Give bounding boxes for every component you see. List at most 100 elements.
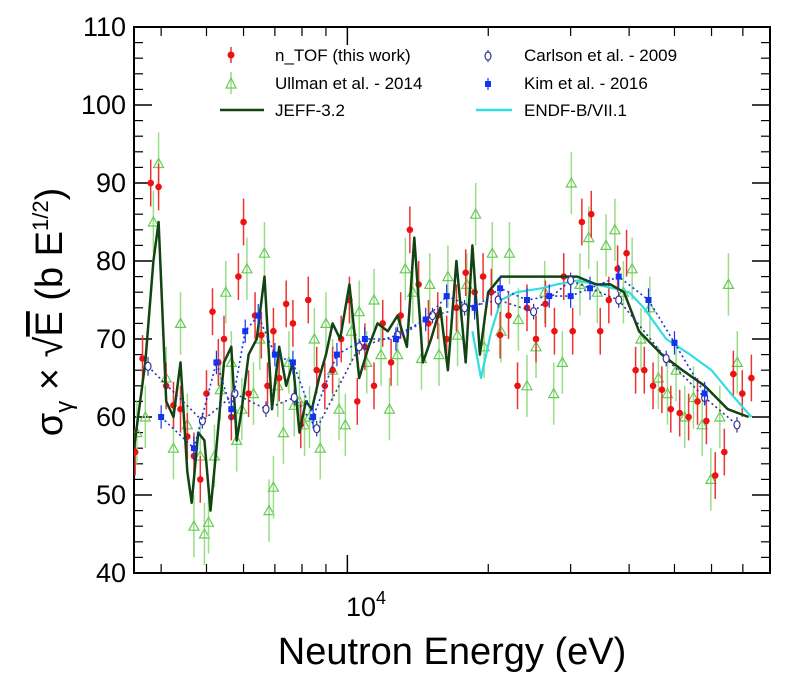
y-tick-label: 80	[96, 246, 126, 276]
ntof-point	[258, 331, 265, 339]
ullman-point	[174, 317, 187, 328]
ullman-point	[512, 313, 525, 325]
legend-kim-label: Kim et al. - 2016	[524, 74, 648, 93]
ntof-point	[240, 218, 247, 226]
ullman-point	[713, 410, 726, 422]
ullman-point	[634, 332, 647, 344]
plot-area	[134, 132, 755, 566]
ntof-point	[703, 417, 710, 425]
kim-point	[422, 316, 429, 323]
ntof-point	[694, 398, 701, 405]
y-title-E: E	[29, 311, 71, 336]
kim-series	[158, 264, 708, 460]
kim-point	[213, 359, 220, 366]
ntof-point	[235, 273, 242, 280]
ullman-point	[652, 371, 665, 383]
ntof-point	[155, 183, 162, 191]
legend-entry-jeff: JEFF-3.2	[220, 101, 345, 120]
kim-point	[271, 351, 278, 358]
carlson-point	[662, 353, 670, 364]
ntof-point	[738, 390, 746, 397]
ullman-point	[240, 262, 253, 274]
ullman-point	[696, 418, 709, 430]
ullman-point	[139, 410, 152, 422]
ntof-point	[139, 355, 146, 362]
ullman-point	[423, 278, 436, 289]
ullman-point	[198, 527, 211, 539]
ntof-point	[514, 382, 521, 390]
ullman-point	[687, 391, 700, 403]
y-tick-label: 70	[96, 324, 126, 354]
ullman-point	[608, 223, 621, 235]
kim-dotted-line	[160, 275, 706, 450]
kim-point	[443, 293, 450, 300]
kim-point	[567, 293, 574, 300]
ntof-point	[245, 390, 252, 397]
ntof-point	[649, 382, 657, 390]
kim-point	[471, 304, 478, 311]
ntof-point	[147, 179, 155, 187]
ullman-point	[262, 504, 276, 516]
ullman-point	[626, 262, 639, 274]
y-tick-label: 110	[83, 12, 126, 42]
carlson-point	[144, 361, 152, 371]
ntof-point	[289, 320, 297, 327]
plot-content	[134, 132, 755, 566]
carlson-point	[460, 303, 469, 313]
ntof-point	[387, 359, 395, 366]
carlson-point	[567, 275, 575, 286]
ntof-point	[721, 448, 728, 456]
ntof-point	[197, 476, 204, 483]
ullman-point	[722, 278, 735, 289]
carlson-point	[428, 311, 437, 321]
ullman-point	[308, 332, 321, 344]
kim-point	[255, 312, 262, 319]
carlson-point	[615, 295, 623, 305]
ntof-point	[406, 226, 414, 234]
kim-point	[523, 297, 530, 303]
legend: n_TOF (this work) Ullman et al. - 2014 J…	[220, 46, 677, 120]
ullman-point	[267, 480, 280, 492]
y-title-unit: (b E	[29, 231, 71, 301]
kim-point	[310, 414, 317, 420]
legend-entry-carlson: Carlson et al. - 2009	[484, 46, 677, 65]
ullman-point	[503, 246, 516, 258]
carlson-point	[262, 404, 270, 414]
ntof-point	[605, 296, 613, 304]
kim-point	[242, 328, 249, 335]
y-title-sqrt: √	[29, 336, 71, 357]
ntof-point	[264, 382, 271, 390]
carlson-point	[529, 307, 538, 317]
ullman-point	[258, 246, 271, 258]
y-title-sigma: σ	[29, 413, 71, 436]
ullman-point	[134, 426, 143, 438]
kim-point	[645, 297, 652, 303]
y-title-exp: 1/2	[28, 200, 53, 231]
ntof-point	[282, 300, 290, 308]
kim-point	[190, 445, 197, 452]
ntof-point	[220, 335, 228, 343]
ullman-point	[147, 215, 160, 227]
legend-kim-marker	[485, 81, 491, 87]
ullman-point	[556, 356, 569, 367]
svg-text:σγ × √E (b E1/2): σγ × √E (b E1/2)	[28, 188, 78, 437]
ullman-point	[547, 387, 560, 399]
kim-point	[333, 351, 340, 358]
ullman-point	[230, 434, 243, 445]
ullman-point	[314, 441, 327, 453]
legend-entry-ullman: Ullman et al. - 2014	[225, 72, 422, 94]
y-tick-label: 60	[96, 402, 126, 432]
ntof-point	[596, 327, 604, 335]
ullman-point	[391, 348, 404, 360]
ntof-point	[685, 413, 692, 421]
ntof-point	[711, 472, 719, 479]
x-tick-label-base: 10	[346, 592, 376, 622]
ullman-point	[333, 402, 346, 414]
ntof-point	[304, 296, 312, 304]
legend-carlson-label: Carlson et al. - 2009	[524, 46, 677, 65]
ntof-point	[667, 405, 675, 413]
ullman-point	[661, 387, 674, 399]
legend-entry-endf: ENDF-B/VII.1	[476, 101, 627, 120]
ullman-point	[469, 207, 482, 219]
y-axis-title: σγ × √E (b E1/2)	[28, 188, 78, 437]
